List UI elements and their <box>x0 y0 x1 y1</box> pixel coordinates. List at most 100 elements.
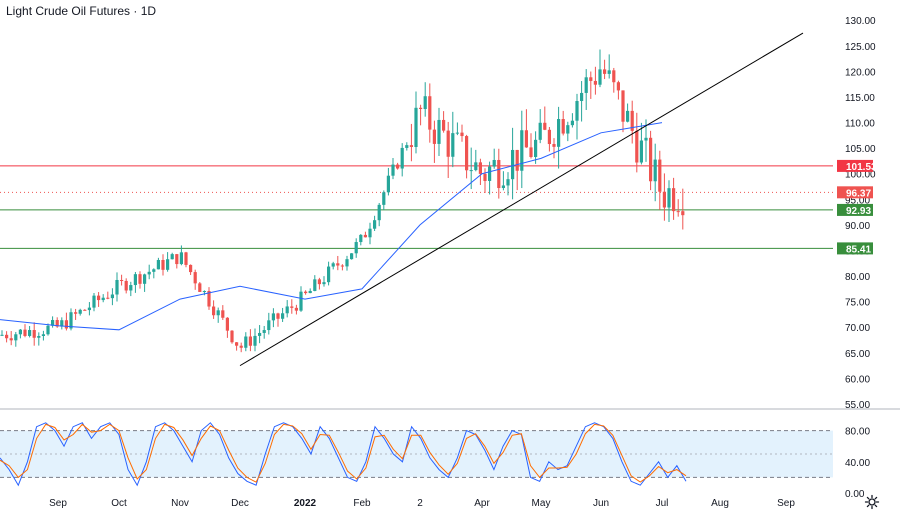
candle-up <box>534 139 538 158</box>
candle-up <box>598 69 602 85</box>
time-axis[interactable]: Sep Oct Nov Dec 2022 Feb 2 Apr May Jun Jul Aug Sep <box>49 498 795 509</box>
candle-up <box>488 166 492 181</box>
stochastic-line-d <box>0 423 687 483</box>
candle-up <box>368 228 372 238</box>
candle-down <box>681 211 685 216</box>
stochastic-tick-label: 40.00 <box>845 458 870 469</box>
candle-down <box>64 320 68 329</box>
candle-down <box>207 291 211 307</box>
candle-down <box>419 107 423 109</box>
candle-up <box>639 140 643 163</box>
candle-down <box>5 334 9 339</box>
candle-down <box>547 129 551 145</box>
price-axis[interactable]: 130.00 125.00 120.00 115.00 110.00 105.00 100.… <box>845 16 876 411</box>
candle-up <box>575 101 579 121</box>
horizontal-levels <box>0 165 833 249</box>
moving-average-path <box>0 122 663 331</box>
candle-up <box>455 132 459 134</box>
candle-up <box>373 220 377 229</box>
candle-up <box>492 159 496 167</box>
candle-up <box>156 259 160 270</box>
time-tick-label: Aug <box>711 498 729 509</box>
candle-up <box>129 285 133 291</box>
candle-up <box>0 334 4 336</box>
candle-down <box>97 295 101 301</box>
candle-up <box>18 329 22 335</box>
time-tick-label: Oct <box>111 498 127 509</box>
candle-up <box>520 130 524 171</box>
candle-up <box>147 271 151 275</box>
settings-gear-icon[interactable] <box>864 494 880 510</box>
trendline <box>239 32 804 367</box>
time-tick-label: 2 <box>417 498 423 509</box>
candle-up <box>644 137 648 141</box>
time-tick-label: Dec <box>231 498 249 509</box>
candle-down <box>543 122 547 130</box>
candle-down <box>235 342 239 346</box>
candle-up <box>501 185 505 189</box>
candle-down <box>630 110 634 131</box>
candle-down <box>497 159 501 189</box>
price-tick-label: 110.00 <box>845 119 875 130</box>
candle-up <box>405 145 409 148</box>
candle-up <box>511 149 515 180</box>
candle-up <box>313 279 317 291</box>
candle-up <box>607 70 611 74</box>
candle-up <box>78 309 82 314</box>
candle-up <box>41 334 45 336</box>
candle-down <box>478 162 482 174</box>
candle-down <box>649 137 653 182</box>
candle-down <box>465 136 469 171</box>
candle-down <box>363 234 367 238</box>
candle-down <box>612 70 616 83</box>
candle-up <box>262 330 266 333</box>
candle-down <box>340 265 344 267</box>
candle-up <box>170 254 174 260</box>
candle-down <box>193 272 197 284</box>
level-price-label: 101.53 <box>846 162 877 173</box>
stochastic-pane: 80.00 40.00 0.00 <box>0 422 870 500</box>
candle-up <box>101 297 105 301</box>
candle-down <box>138 274 142 284</box>
candle-down <box>552 144 556 147</box>
level-price-tag <box>837 242 873 255</box>
candle-up <box>354 242 358 254</box>
candle-up <box>566 125 570 134</box>
price-tick-label: 55.00 <box>845 400 870 411</box>
candle-up <box>166 259 170 270</box>
candle-down <box>9 338 13 341</box>
candle-up <box>87 307 91 311</box>
candle-down <box>184 252 188 265</box>
price-tick-label: 115.00 <box>845 93 875 104</box>
candle-down <box>276 313 280 319</box>
candle-up <box>423 96 427 109</box>
time-tick-label: Sep <box>777 498 795 509</box>
stochastic-tick-label: 0.00 <box>845 489 865 500</box>
candle-up <box>382 192 386 205</box>
candle-down <box>460 132 464 137</box>
candle-down <box>83 309 87 311</box>
candle-down <box>676 211 680 213</box>
time-tick-label: Nov <box>171 498 189 509</box>
time-tick-label: Apr <box>474 498 490 509</box>
candle-up <box>506 179 510 186</box>
price-tags: 101.53 92.93 85.41 96.37 <box>837 159 877 255</box>
time-tick-label: 2022 <box>294 498 317 509</box>
candle-up <box>92 295 96 308</box>
candle-up <box>557 119 561 147</box>
candle-down <box>239 345 243 348</box>
candle-up <box>667 188 671 208</box>
candle-down <box>616 82 620 91</box>
candle-up <box>331 263 335 267</box>
candle-down <box>74 312 78 314</box>
price-tick-label: 70.00 <box>845 323 870 334</box>
candle-down <box>515 149 519 171</box>
candle-down <box>225 317 229 331</box>
candle-up <box>28 330 32 336</box>
candle-down <box>290 306 294 308</box>
price-tick-label: 125.00 <box>845 42 876 53</box>
candle-up <box>570 120 574 126</box>
candle-down <box>593 80 597 85</box>
candle-down <box>432 129 436 144</box>
